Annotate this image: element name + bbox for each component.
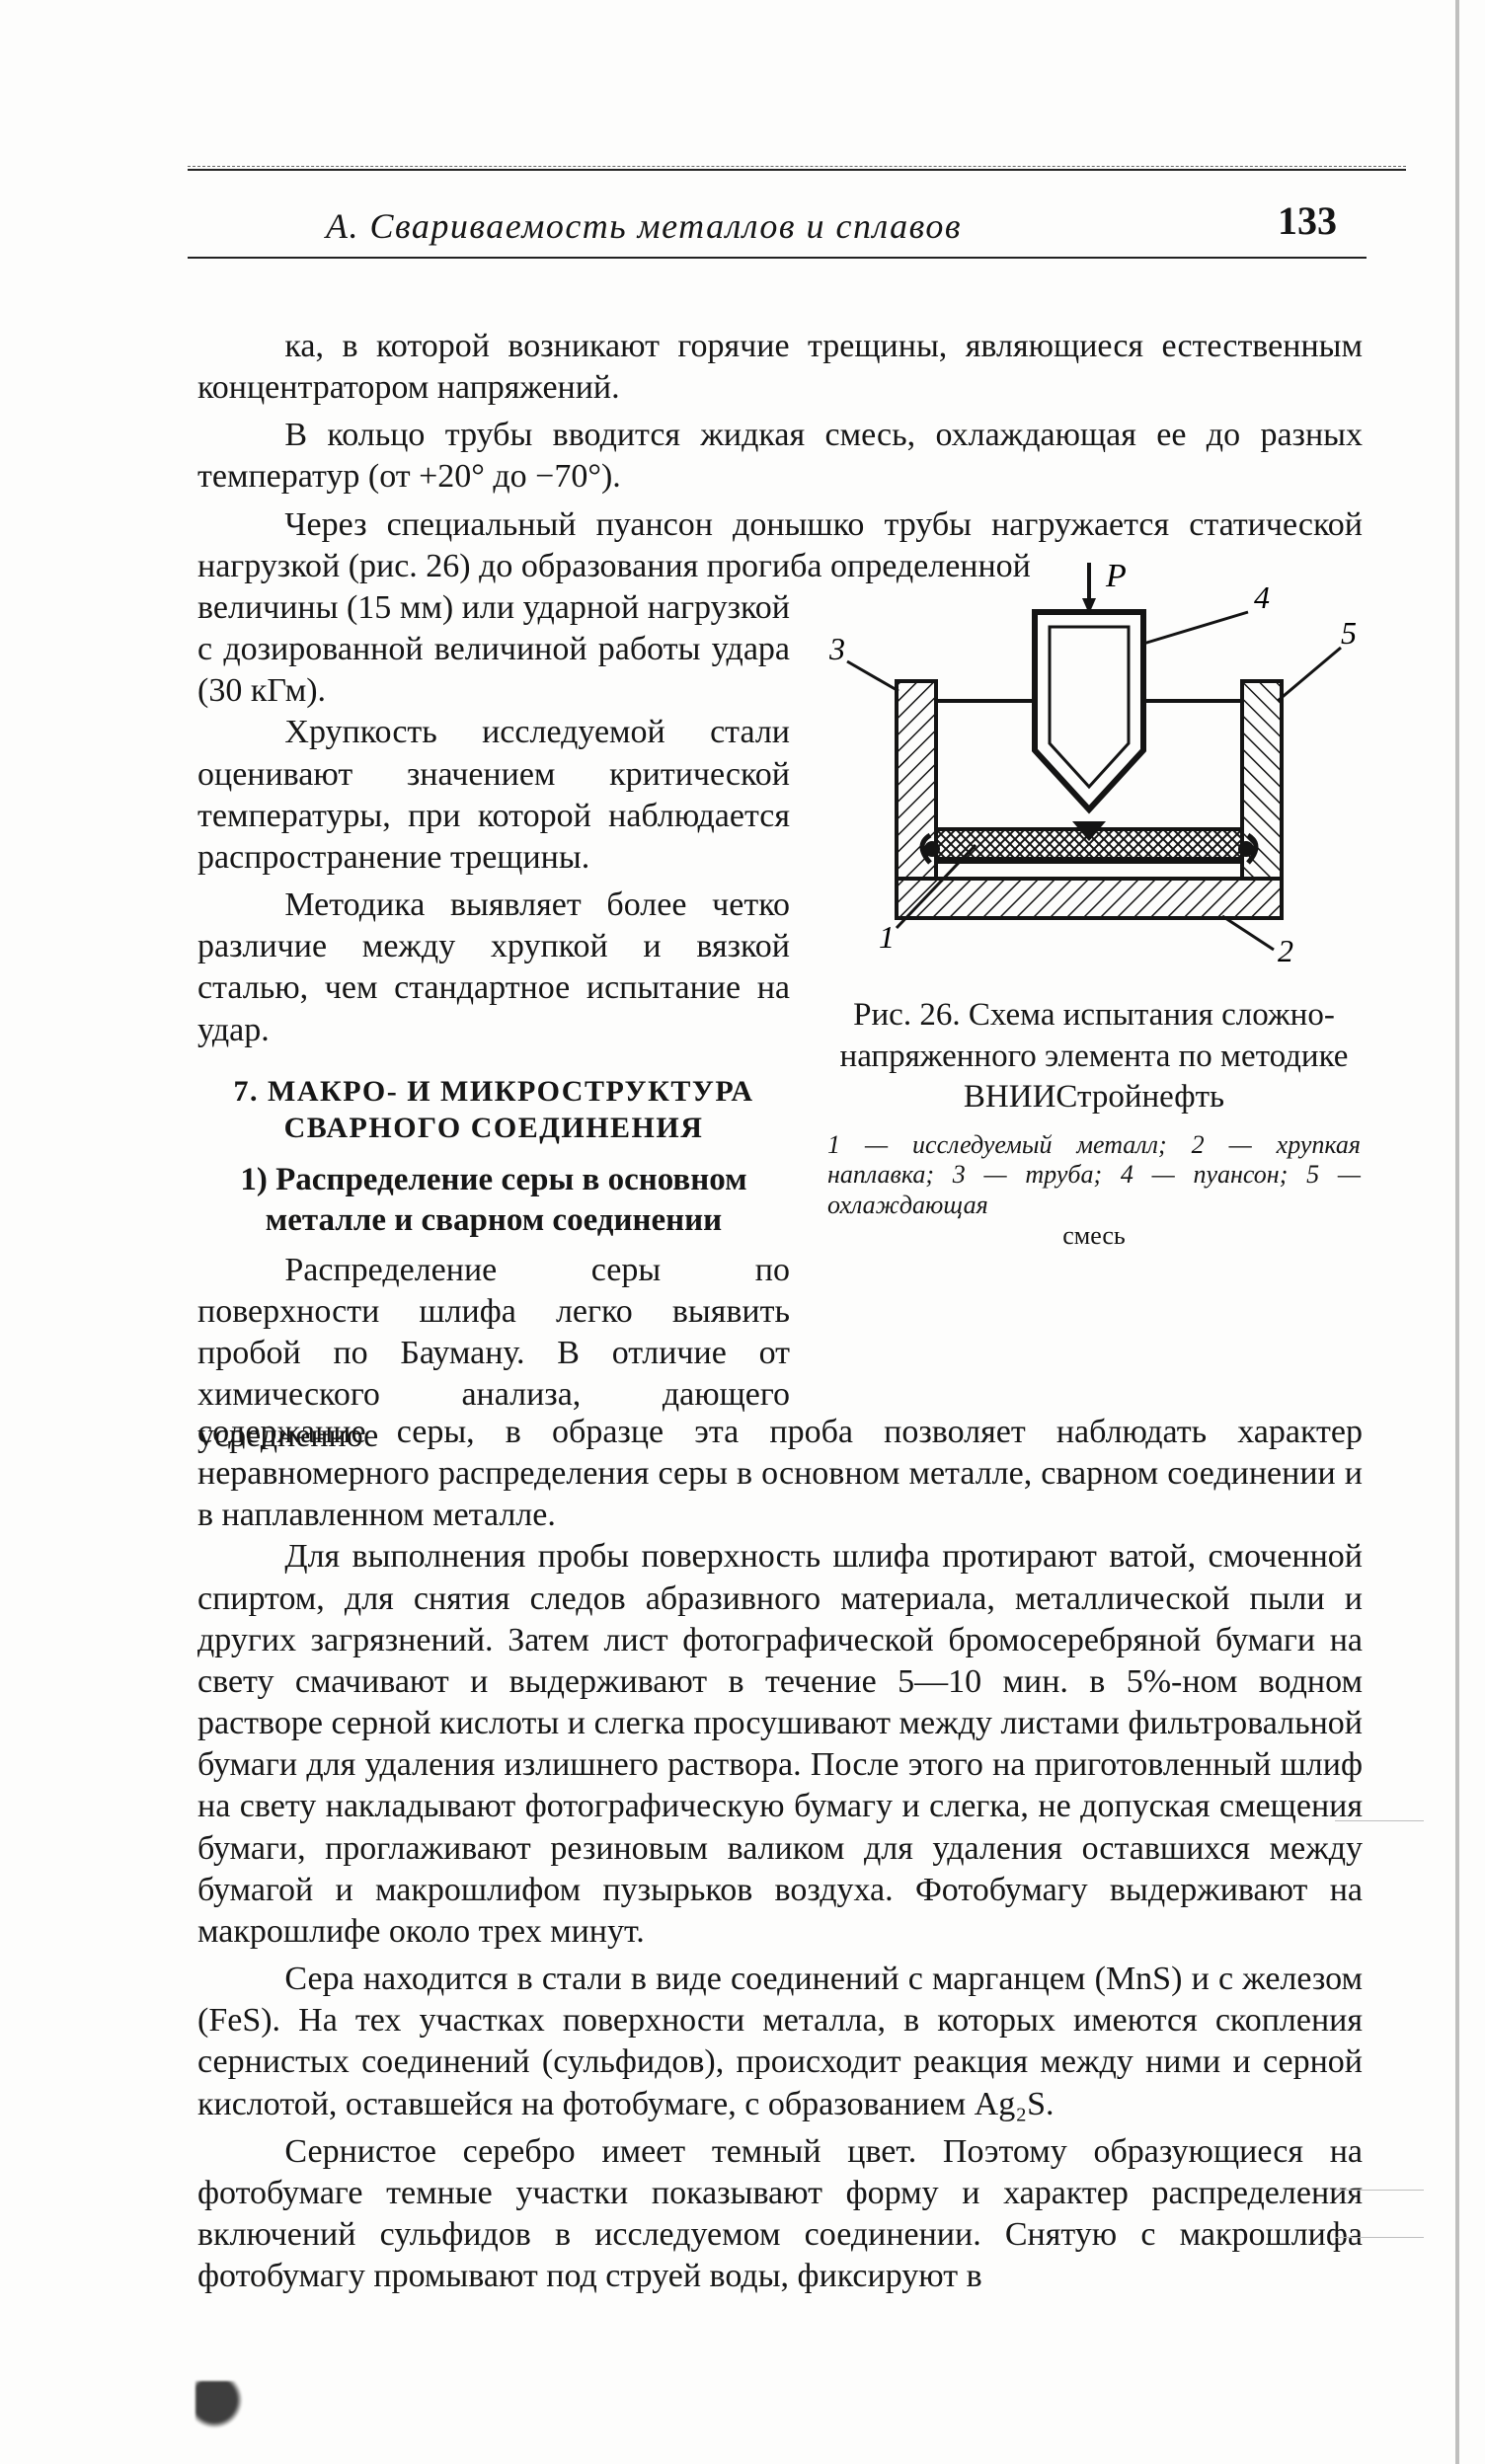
scan-artifact (1335, 2190, 1424, 2191)
para-9: Сернистое серебро имеет темный цвет. Поэ… (197, 2131, 1363, 2298)
para-5: Методика выявляет более четко различие м… (197, 885, 790, 1051)
figure-legend-text: 1 — исследуемый металл; 2 — хрупкая напл… (827, 1130, 1361, 1219)
para-4: Хрупкость исследуемой стали оценивают зн… (197, 712, 790, 879)
left-column: величины (15 мм) или ударной нагрузкой с… (197, 587, 790, 1457)
body-lower: содержание серы, в образце эта проба поз… (197, 1412, 1363, 2303)
figure-legend-last: смесь (827, 1221, 1361, 1252)
para-2: В кольцо трубы вводится жидкая смесь, ох… (197, 415, 1363, 498)
figure-label-1: 1 (879, 919, 895, 955)
scan-artifact-blot (195, 2381, 243, 2428)
figure-caption: Рис. 26. Схема испытания сложно-напряжен… (827, 995, 1361, 1118)
scan-artifact (1335, 1820, 1424, 1821)
figure-label-5: 5 (1341, 615, 1357, 651)
header-rule (188, 257, 1367, 259)
sub-heading: 1) Распределение серы в основном металле… (197, 1160, 790, 1242)
figure-label-3: 3 (828, 631, 845, 666)
figure-legend: 1 — исследуемый металл; 2 — хрупкая напл… (827, 1130, 1361, 1252)
figure-svg: P 3 4 5 2 1 (827, 553, 1361, 967)
running-head: А. Свариваемость металлов и сплавов (326, 205, 962, 247)
para-7: Для выполнения пробы поверхность шлифа п… (197, 1536, 1363, 1953)
para-3b: величины (15 мм) или ударной нагрузкой с… (197, 587, 790, 712)
figure-label-4: 4 (1254, 579, 1270, 615)
section-heading: 7. МАКРО- И МИКРОСТРУКТУРА СВАРНОГО СОЕД… (197, 1073, 790, 1146)
page-number: 133 (1278, 197, 1337, 244)
scan-edge (1455, 0, 1459, 2464)
para-1: ка, в которой возникают горячие трещины,… (197, 326, 1363, 409)
page: А. Свариваемость металлов и сплавов 133 … (0, 0, 1485, 2464)
figure-label-P: P (1105, 558, 1127, 594)
para-8: Сера находится в стали в виде соединений… (197, 1959, 1363, 2125)
para-6b: содержание серы, в образце эта проба поз… (197, 1412, 1363, 1536)
figure-26: P 3 4 5 2 1 Рис. 26. Схема испытания сло… (827, 553, 1361, 1251)
scan-artifact (1335, 2237, 1424, 2238)
top-rule (188, 166, 1406, 171)
figure-label-2: 2 (1278, 933, 1293, 967)
